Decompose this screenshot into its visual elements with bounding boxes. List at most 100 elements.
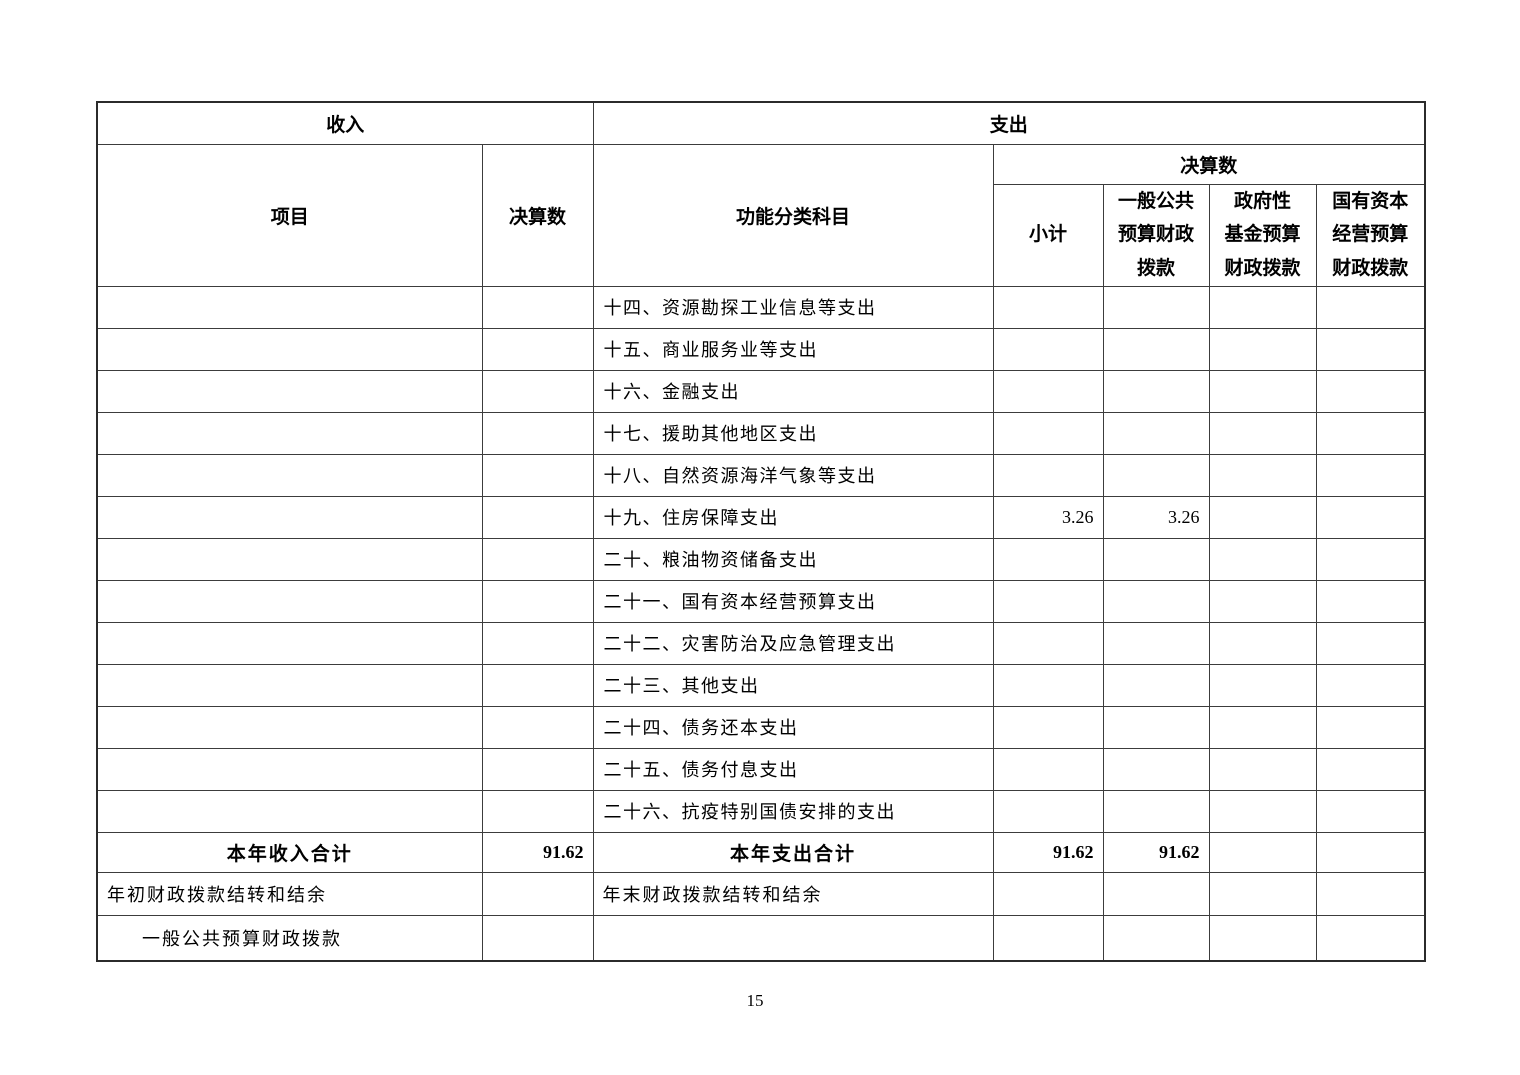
- subject-cell: 二十五、债务付息支出: [592, 747, 994, 791]
- subject-cell: 十四、资源勘探工业信息等支出: [592, 285, 994, 329]
- subject-cell: 十九、住房保障支出: [592, 495, 994, 539]
- subtotal-cell: [992, 663, 1104, 707]
- gov-fund-cell: [1208, 914, 1317, 962]
- general-budget-cell: [1102, 747, 1210, 791]
- subject-cell: 二十、粮油物资储备支出: [592, 537, 994, 581]
- expenditure-total-general-budget: 91.62: [1102, 831, 1210, 873]
- gov-fund-cell: [1208, 789, 1317, 833]
- carryover-detail-row: 一般公共预算财政拨款: [96, 914, 1426, 962]
- income-item-cell: [96, 369, 483, 413]
- gov-fund-cell: [1208, 747, 1317, 791]
- table-row: 二十三、其他支出: [96, 663, 1426, 707]
- income-amount-cell: [481, 663, 594, 707]
- subject-cell: 二十六、抗疫特别国债安排的支出: [592, 789, 994, 833]
- state-capital-cell: [1315, 621, 1426, 665]
- page-number: 15: [746, 991, 764, 1010]
- col-header-state-capital: 国有资本 经营预算 财政拨款: [1315, 183, 1426, 287]
- income-amount-cell: [481, 705, 594, 749]
- income-amount-cell: [481, 411, 594, 455]
- income-carryover-amount: [481, 871, 594, 916]
- expenditure-total-subtotal: 91.62: [992, 831, 1104, 873]
- expenditure-total-state-capital: [1315, 831, 1426, 873]
- gov-fund-cell: [1208, 327, 1317, 371]
- carryover-row: 年初财政拨款结转和结余 年末财政拨款结转和结余: [96, 871, 1426, 916]
- subtotal-cell: [992, 285, 1104, 329]
- table-row: 二十、粮油物资储备支出: [96, 537, 1426, 581]
- expenditure-total-label: 本年支出合计: [592, 831, 994, 873]
- gov-fund-cell: [1208, 663, 1317, 707]
- subject-cell: 十五、商业服务业等支出: [592, 327, 994, 371]
- income-amount-cell: [481, 579, 594, 623]
- income-amount-cell: [481, 789, 594, 833]
- table-row: 二十四、债务还本支出: [96, 705, 1426, 749]
- col-header-income-amount: 决算数: [481, 143, 594, 287]
- col-header-subject: 功能分类科目: [592, 143, 994, 287]
- state-capital-cell: [1315, 914, 1426, 962]
- subtotal-cell: [992, 369, 1104, 413]
- general-budget-cell: [1102, 285, 1210, 329]
- subtotal-cell: [992, 747, 1104, 791]
- subtotal-cell: [992, 327, 1104, 371]
- general-budget-cell: [1102, 871, 1210, 916]
- general-budget-cell: [1102, 579, 1210, 623]
- income-amount-cell: [481, 747, 594, 791]
- income-total-label: 本年收入合计: [96, 831, 483, 873]
- income-item-cell: [96, 537, 483, 581]
- subtotal-cell: [992, 871, 1104, 916]
- general-budget-cell: [1102, 537, 1210, 581]
- col-header-amount-group: 决算数: [992, 143, 1426, 185]
- income-amount-cell: [481, 369, 594, 413]
- table-row: 二十六、抗疫特别国债安排的支出: [96, 789, 1426, 833]
- gov-fund-cell: [1208, 285, 1317, 329]
- income-carryover-label: 年初财政拨款结转和结余: [96, 871, 483, 916]
- subtotal-cell: [992, 789, 1104, 833]
- general-budget-cell: [1102, 663, 1210, 707]
- general-budget-cell: [1102, 453, 1210, 497]
- state-capital-cell: [1315, 663, 1426, 707]
- table-row: 二十五、债务付息支出: [96, 747, 1426, 791]
- general-budget-cell: 3.26: [1102, 495, 1210, 539]
- subtotal-cell: [992, 537, 1104, 581]
- table-row: 十四、资源勘探工业信息等支出: [96, 285, 1426, 329]
- expenditure-empty-subject-cell: [592, 914, 994, 962]
- subtotal-cell: [992, 621, 1104, 665]
- income-item-cell: [96, 579, 483, 623]
- state-capital-cell: [1315, 579, 1426, 623]
- general-budget-cell: [1102, 327, 1210, 371]
- table-row: 十九、住房保障支出 3.26 3.26: [96, 495, 1426, 539]
- subtotal-cell: [992, 705, 1104, 749]
- subject-cell: 十六、金融支出: [592, 369, 994, 413]
- income-item-cell: [96, 327, 483, 371]
- income-section-header: 收入: [96, 101, 594, 145]
- state-capital-cell: [1315, 411, 1426, 455]
- table-row: 十六、金融支出: [96, 369, 1426, 413]
- state-capital-cell: [1315, 285, 1426, 329]
- income-total-amount: 91.62: [481, 831, 594, 873]
- state-capital-cell: [1315, 369, 1426, 413]
- gov-fund-cell: [1208, 621, 1317, 665]
- income-amount-cell: [481, 537, 594, 581]
- expenditure-carryover-label: 年末财政拨款结转和结余: [592, 871, 994, 916]
- state-capital-cell: [1315, 537, 1426, 581]
- subject-cell: 二十四、债务还本支出: [592, 705, 994, 749]
- table-row: 十五、商业服务业等支出: [96, 327, 1426, 371]
- subtotal-cell: [992, 914, 1104, 962]
- state-capital-cell: [1315, 871, 1426, 916]
- subtotal-cell: [992, 453, 1104, 497]
- general-budget-cell: [1102, 411, 1210, 455]
- subtotal-cell: [992, 411, 1104, 455]
- subject-cell: 二十三、其他支出: [592, 663, 994, 707]
- general-budget-cell: [1102, 369, 1210, 413]
- expenditure-section-header: 支出: [592, 101, 1426, 145]
- gov-fund-cell: [1208, 411, 1317, 455]
- income-item-cell: [96, 621, 483, 665]
- state-capital-cell: [1315, 747, 1426, 791]
- budget-table: 收入 支出 项目 决算数 功能分类科目 决算数 小计 一般公共 预算财政 拨款 …: [96, 101, 1427, 963]
- gov-fund-cell: [1208, 871, 1317, 916]
- general-budget-cell: [1102, 621, 1210, 665]
- state-capital-cell: [1315, 495, 1426, 539]
- state-capital-cell: [1315, 789, 1426, 833]
- income-carryover-detail-label: 一般公共预算财政拨款: [96, 914, 483, 962]
- income-item-cell: [96, 663, 483, 707]
